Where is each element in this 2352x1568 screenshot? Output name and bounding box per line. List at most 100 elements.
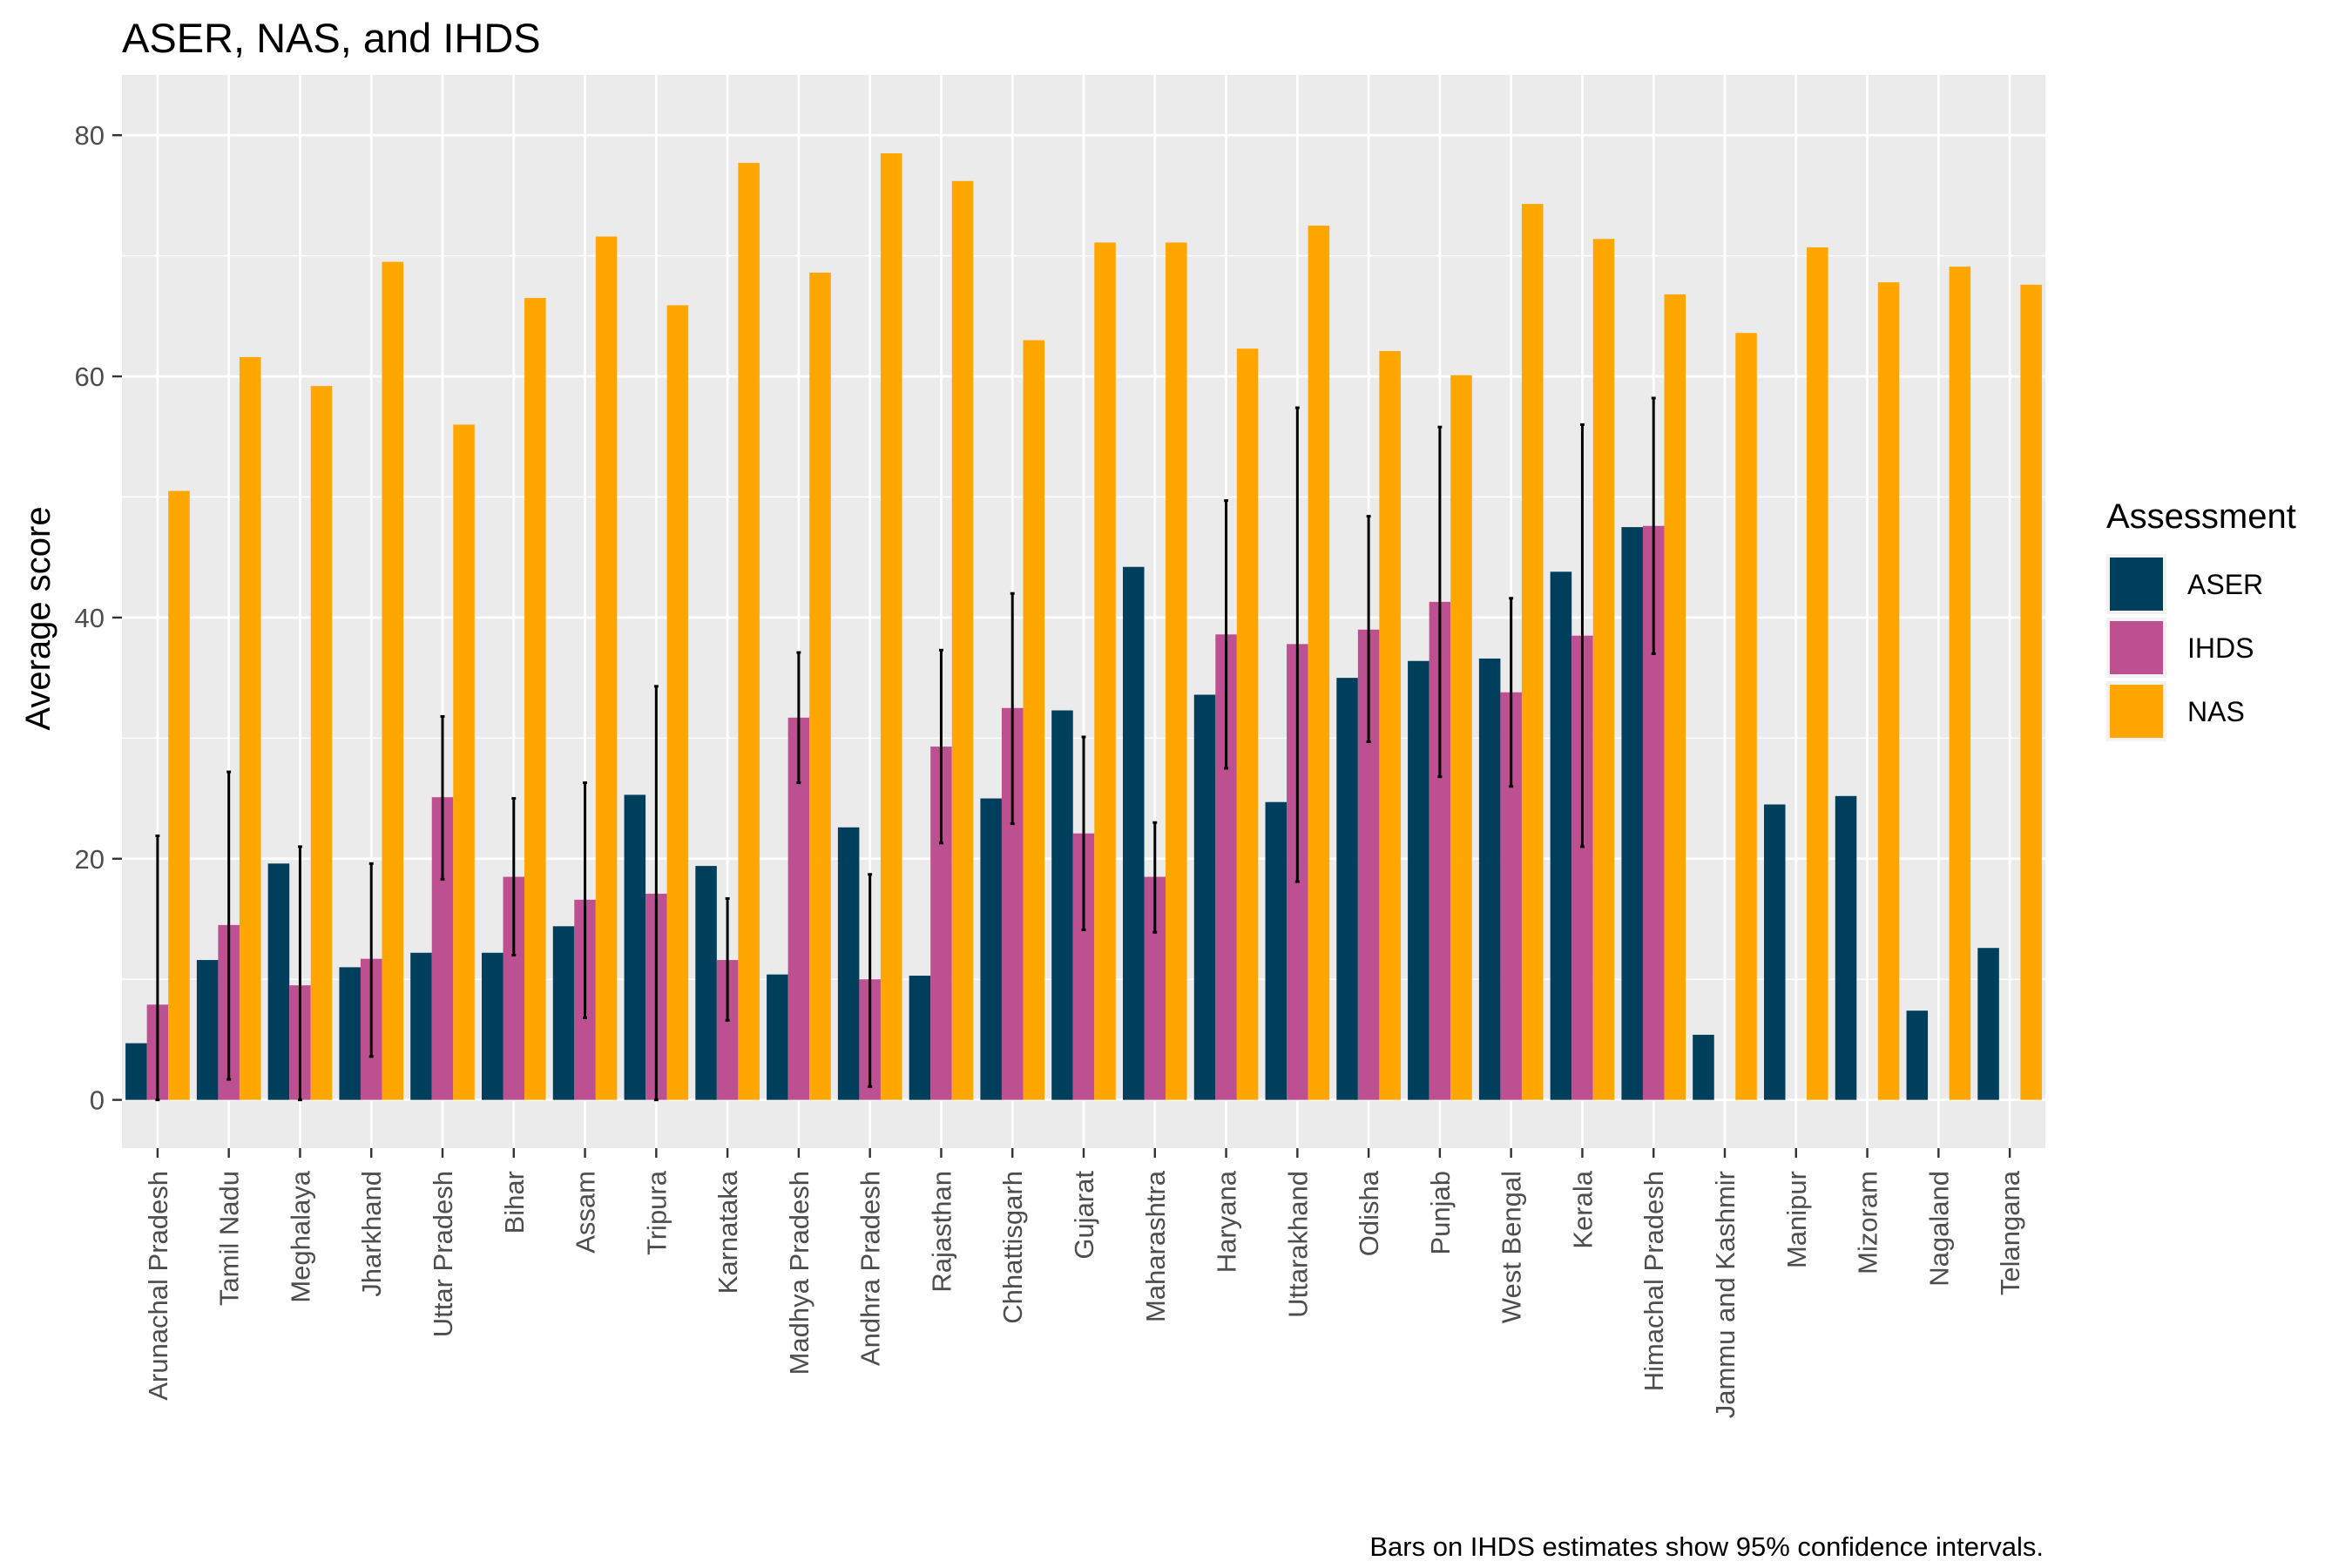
bar-aser xyxy=(1265,801,1288,1100)
bar-aser xyxy=(339,967,361,1100)
x-tick-label: Haryana xyxy=(1212,1170,1242,1273)
bar-nas xyxy=(666,305,689,1100)
bar-nas xyxy=(738,163,760,1100)
x-tick-label: Arunachal Pradesh xyxy=(143,1171,173,1401)
bar-nas xyxy=(1664,294,1686,1100)
x-tick-label: Andhra Pradesh xyxy=(855,1171,886,1366)
bar-nas xyxy=(382,261,404,1100)
x-tick-label: West Bengal xyxy=(1497,1171,1527,1323)
x-tick-label: Bihar xyxy=(499,1171,530,1233)
bar-nas xyxy=(1877,282,1900,1100)
y-tick-label: 0 xyxy=(90,1085,105,1116)
legend-key-swatch xyxy=(2110,558,2163,611)
error-bar xyxy=(1651,396,1656,655)
error-bar xyxy=(1224,499,1229,770)
error-bar xyxy=(725,896,730,1022)
bar-aser xyxy=(1408,660,1429,1100)
bar-nas xyxy=(1023,340,1045,1100)
bar-nas xyxy=(951,180,974,1100)
bar-nas xyxy=(2020,284,2042,1100)
legend-key-swatch xyxy=(2110,621,2163,674)
y-tick-label: 80 xyxy=(75,120,105,151)
x-tick-label: Jharkhand xyxy=(356,1171,387,1297)
bar-nas xyxy=(880,152,902,1100)
error-bar xyxy=(1366,515,1371,744)
bar-nas xyxy=(1308,226,1330,1100)
bar-aser xyxy=(125,1043,147,1100)
bar-aser xyxy=(837,827,860,1100)
x-tick-label: Karnataka xyxy=(713,1170,743,1294)
y-axis-title: Average score xyxy=(19,506,57,730)
legend-title: Assessment xyxy=(2106,497,2296,536)
bar-aser xyxy=(1193,694,1216,1100)
x-tick-label: Himachal Pradesh xyxy=(1639,1171,1669,1391)
bars-group xyxy=(125,152,2042,1100)
error-bar xyxy=(796,651,801,785)
bar-aser xyxy=(624,794,646,1100)
x-tick-label: Kerala xyxy=(1567,1170,1598,1248)
bar-aser xyxy=(481,952,504,1100)
bar-aser xyxy=(1478,658,1501,1100)
x-tick-label: Odisha xyxy=(1354,1170,1384,1256)
bar-aser xyxy=(267,863,290,1100)
x-tick-label: Assam xyxy=(571,1171,601,1254)
y-tick-label: 60 xyxy=(75,362,105,392)
x-tick-label: Meghalaya xyxy=(285,1170,315,1302)
error-bar xyxy=(226,770,232,1081)
bar-aser xyxy=(1336,678,1358,1100)
y-axis: 0 20 40 60 80 xyxy=(75,120,122,1116)
bar-nas xyxy=(1521,204,1544,1100)
caption: Bars on IHDS estimates show 95% confiden… xyxy=(1369,1531,2044,1562)
x-tick-label: Madhya Pradesh xyxy=(784,1171,814,1375)
error-bar xyxy=(1437,425,1443,779)
legend-label: IHDS xyxy=(2187,632,2254,664)
bar-aser xyxy=(695,866,717,1100)
error-bar xyxy=(583,781,588,1019)
x-tick-label: Tripura xyxy=(641,1170,672,1255)
bar-nas xyxy=(595,236,618,1100)
error-bar xyxy=(1081,735,1086,931)
error-bar xyxy=(297,845,302,1102)
x-tick-label: Jammu and Kashmir xyxy=(1710,1171,1740,1418)
x-tick-label: Manipur xyxy=(1781,1171,1812,1268)
bar-aser xyxy=(1835,795,1857,1100)
legend-label: NAS xyxy=(2187,696,2245,727)
chart-title: ASER, NAS, and IHDS xyxy=(122,15,541,61)
bar-aser xyxy=(1693,1034,1714,1100)
bar-aser xyxy=(909,976,931,1100)
bar-nas xyxy=(1166,242,1187,1100)
error-bar xyxy=(368,862,374,1058)
x-tick-label: Telangana xyxy=(1995,1170,2025,1295)
bar-nas xyxy=(1592,239,1615,1100)
legend-item-nas: NAS xyxy=(2106,681,2245,741)
error-bar xyxy=(511,797,517,957)
bar-nas xyxy=(310,386,333,1100)
x-tick-label: Chhattisgarh xyxy=(997,1171,1028,1324)
error-bar xyxy=(1509,597,1514,788)
y-tick-label: 20 xyxy=(75,844,105,875)
x-tick-label: Mizoram xyxy=(1853,1171,1883,1274)
bar-aser xyxy=(1051,710,1073,1100)
bar-nas xyxy=(1807,247,1828,1100)
bar-nas xyxy=(453,424,475,1100)
x-tick-label: Rajasthan xyxy=(926,1171,956,1293)
error-bar xyxy=(1152,821,1158,934)
bar-aser xyxy=(1763,804,1786,1100)
error-bar xyxy=(653,685,659,1102)
bar-aser xyxy=(1122,566,1145,1100)
bar-aser xyxy=(1621,527,1643,1100)
bar-nas xyxy=(1236,348,1259,1100)
bar-nas xyxy=(1735,333,1757,1100)
x-tick-label: Uttar Pradesh xyxy=(428,1171,458,1337)
bar-aser xyxy=(196,960,219,1100)
legend: Assessment ASER IHDS NAS xyxy=(2106,497,2296,741)
bar-aser xyxy=(410,952,432,1100)
bar-nas xyxy=(1450,375,1472,1100)
bar-aser xyxy=(1977,948,1999,1100)
x-tick-label: Punjab xyxy=(1425,1171,1456,1255)
x-axis: Arunachal Pradesh Tamil Nadu Meghalaya Jhar… xyxy=(143,1148,2025,1418)
bar-nas xyxy=(524,298,546,1100)
error-bar xyxy=(155,834,160,1102)
